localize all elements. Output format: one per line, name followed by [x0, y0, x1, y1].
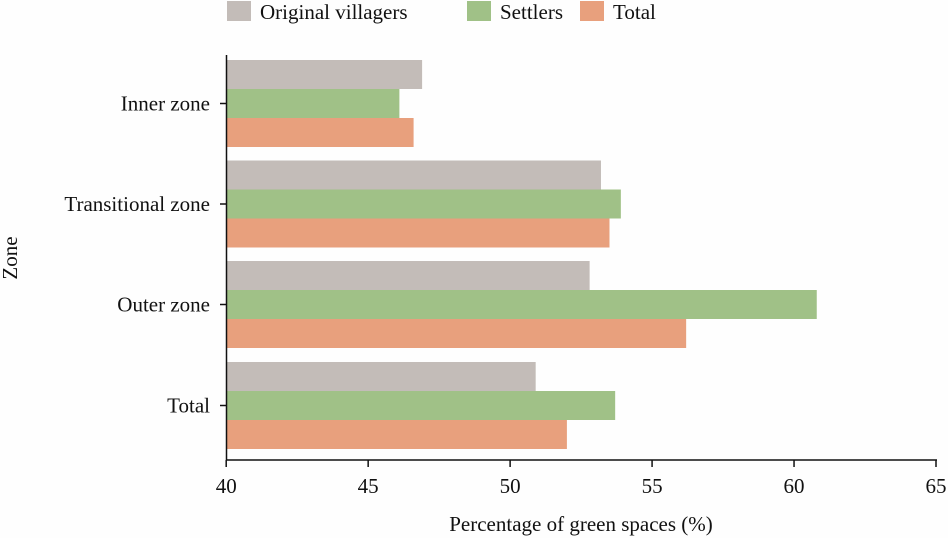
y-tick-label: Transitional zone: [64, 192, 210, 216]
bar-transitional-zone-settlers: [226, 189, 621, 219]
bar-transitional-zone-total: [226, 218, 610, 248]
x-tick-label: 65: [926, 474, 947, 498]
y-tick-label: Inner zone: [121, 92, 210, 116]
x-axis-label: Percentage of green spaces (%): [449, 512, 713, 536]
y-tick-label: Total: [167, 394, 210, 418]
legend-label: Total: [613, 0, 656, 24]
x-tick-label: 50: [500, 474, 521, 498]
x-tick-label: 60: [784, 474, 805, 498]
legend-label: Settlers: [500, 0, 563, 24]
x-tick-label: 55: [642, 474, 663, 498]
y-ticks: Inner zone Transitional zone Outer zone Tot…: [64, 92, 226, 418]
bar-total-settlers: [226, 391, 616, 420]
bar-inner-zone-original-villagers: [226, 60, 423, 89]
x-ticks: 40 45 50 55 60 65: [216, 460, 947, 498]
bar-transitional-zone-original-villagers: [226, 160, 601, 190]
bars: [226, 60, 817, 449]
bar-total-original-villagers: [226, 362, 536, 391]
bar-inner-zone-total: [226, 118, 414, 147]
legend-swatch: [227, 1, 251, 21]
legend: Original villagers Settlers Total: [227, 0, 656, 24]
legend-label: Original villagers: [260, 0, 408, 24]
legend-swatch: [580, 1, 604, 21]
bar-inner-zone-settlers: [226, 89, 400, 118]
bar-total-total: [226, 420, 567, 449]
x-tick-label: 40: [216, 474, 237, 498]
y-axis-label: Zone: [0, 236, 22, 279]
bar-outer-zone-total: [226, 319, 687, 348]
bar-outer-zone-settlers: [226, 290, 817, 319]
bar-outer-zone-original-villagers: [226, 261, 590, 290]
x-tick-label: 45: [358, 474, 379, 498]
y-tick-label: Outer zone: [117, 293, 210, 317]
axes: [225, 55, 937, 461]
legend-swatch: [467, 1, 491, 21]
